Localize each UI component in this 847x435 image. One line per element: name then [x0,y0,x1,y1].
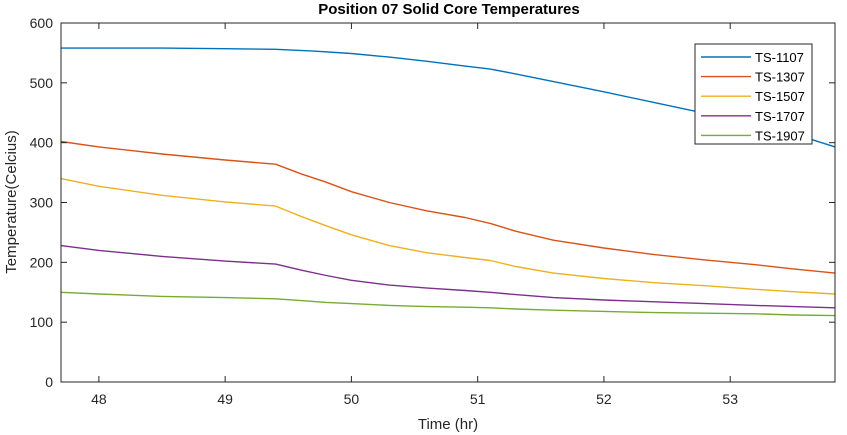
legend-label: TS-1507 [755,89,805,104]
series-line-ts-1307 [60,140,836,274]
legend-label: TS-1107 [755,50,804,65]
chart-title: Position 07 Solid Core Temperatures [318,1,579,18]
legend-label: TS-1307 [755,70,805,85]
x-tick-label: 52 [596,391,612,407]
y-tick-label: 300 [30,195,54,211]
legend-box [694,43,813,145]
series-line-ts-1907 [60,291,836,317]
y-axis-ticks: 0 100 200 300 400 500 600 [30,15,835,390]
x-tick-label: 50 [344,391,360,407]
series-line-ts-1507 [60,177,836,295]
y-tick-label: 500 [30,75,54,91]
x-tick-label: 49 [217,391,233,407]
y-tick-label: 100 [30,314,54,330]
x-tick-label: 51 [470,391,486,407]
series-line-ts-1707 [60,244,836,309]
y-tick-label: 400 [30,135,54,151]
x-tick-label: 48 [91,391,107,407]
x-tick-label: 53 [722,391,738,407]
y-tick-label: 0 [45,374,53,390]
legend: TS-1107 TS-1307 TS-1507 TS-1707 TS-1907 [694,43,813,145]
y-tick-label: 200 [30,254,54,270]
legend-label: TS-1707 [755,109,805,124]
legend-label: TS-1907 [755,128,805,143]
x-axis-ticks: 48 49 50 51 52 53 [91,23,738,407]
x-axis-label: Time (hr) [418,416,478,433]
y-tick-label: 600 [30,15,54,31]
y-axis-label: Temperature(Celcius) [3,130,20,273]
